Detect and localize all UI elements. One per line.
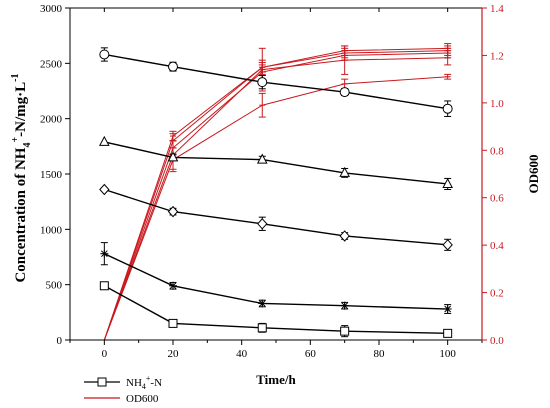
legend-marker-nh4 [97, 377, 107, 387]
nh4-point-marker [100, 250, 108, 258]
nh4-point-marker [99, 49, 110, 60]
nh4-point-marker [442, 239, 453, 251]
nh4-point-marker [168, 61, 178, 72]
y2-tick-label: 0.2 [490, 288, 504, 300]
nh4-point-marker [257, 218, 268, 230]
y2-tick-label: 1.4 [490, 3, 504, 15]
nh4-point-marker [167, 205, 179, 218]
nh4-point-marker [339, 230, 350, 242]
nh4-point-marker [442, 103, 453, 114]
nh4-point-marker [99, 183, 110, 196]
x-tick-label: 80 [374, 348, 386, 360]
y-tick-label: 0 [57, 335, 63, 347]
y-tick-label: 2000 [40, 114, 63, 126]
nh4-point-marker [442, 177, 453, 188]
plot-frame [69, 7, 483, 341]
x-axis-title: Time/h [256, 372, 296, 387]
nh4-point-marker [168, 318, 178, 328]
y-tick-label: 1000 [40, 224, 63, 236]
nh4-series-group [99, 47, 453, 338]
nh4-point-marker [99, 135, 110, 146]
nh4-point-marker [340, 326, 350, 336]
x-tick-label: 40 [236, 348, 248, 360]
x-tick-label: 20 [168, 348, 180, 360]
y2-tick-label: 0.4 [490, 240, 504, 252]
od600-series-group [101, 43, 452, 341]
y-tick-label: 1500 [40, 169, 63, 181]
nh4-point-marker [339, 166, 350, 177]
nh4-point-marker [341, 302, 349, 310]
nh4-point-marker [169, 282, 177, 290]
nh4-series-line [103, 285, 448, 335]
legend-label-od600: OD600 [126, 393, 159, 405]
nh4-series-line [104, 141, 448, 185]
y-tick-label: 500 [46, 280, 63, 292]
y2-axis-title: OD600 [526, 155, 541, 194]
nh4-point-marker [258, 300, 266, 307]
od600-series-line [103, 76, 448, 341]
nh4-series-line [104, 188, 448, 246]
nh4-series-line [104, 253, 448, 310]
y2-tick-label: 0.6 [490, 193, 504, 205]
nh4-series-line [104, 53, 448, 110]
x-tick-label: 0 [102, 348, 108, 360]
y-tick-label: 3000 [40, 3, 63, 15]
y2-tick-label: 1.0 [490, 98, 504, 110]
nh4-point-marker [444, 305, 452, 313]
nh4-point-marker [99, 281, 109, 291]
y-axis-title: Concentration of NH4+-N/mg·L-1 [10, 73, 33, 282]
y2-tick-label: 1.2 [490, 50, 504, 62]
x-tick-label: 60 [305, 348, 317, 360]
nh4-point-marker [167, 151, 179, 162]
y2-tick-label: 0.8 [490, 145, 504, 157]
axes: 0 20 40 60 80 1000500100015002000250030000.00… [40, 3, 504, 360]
legend: NH4+-N OD600 [84, 374, 162, 405]
od600-series-line [103, 52, 448, 341]
nh4-point-marker [443, 328, 453, 338]
nh4-point-marker [257, 77, 268, 88]
y2-tick-label: 0.0 [490, 335, 504, 347]
x-tick-label: 100 [439, 348, 456, 360]
nh4-point-marker [339, 87, 350, 98]
legend-label-nh4: NH4+-N [126, 374, 162, 391]
nh4-point-marker [257, 323, 267, 333]
od600-series-line [103, 47, 448, 341]
y-tick-label: 2500 [40, 58, 63, 70]
nh4-point-marker [256, 153, 268, 164]
